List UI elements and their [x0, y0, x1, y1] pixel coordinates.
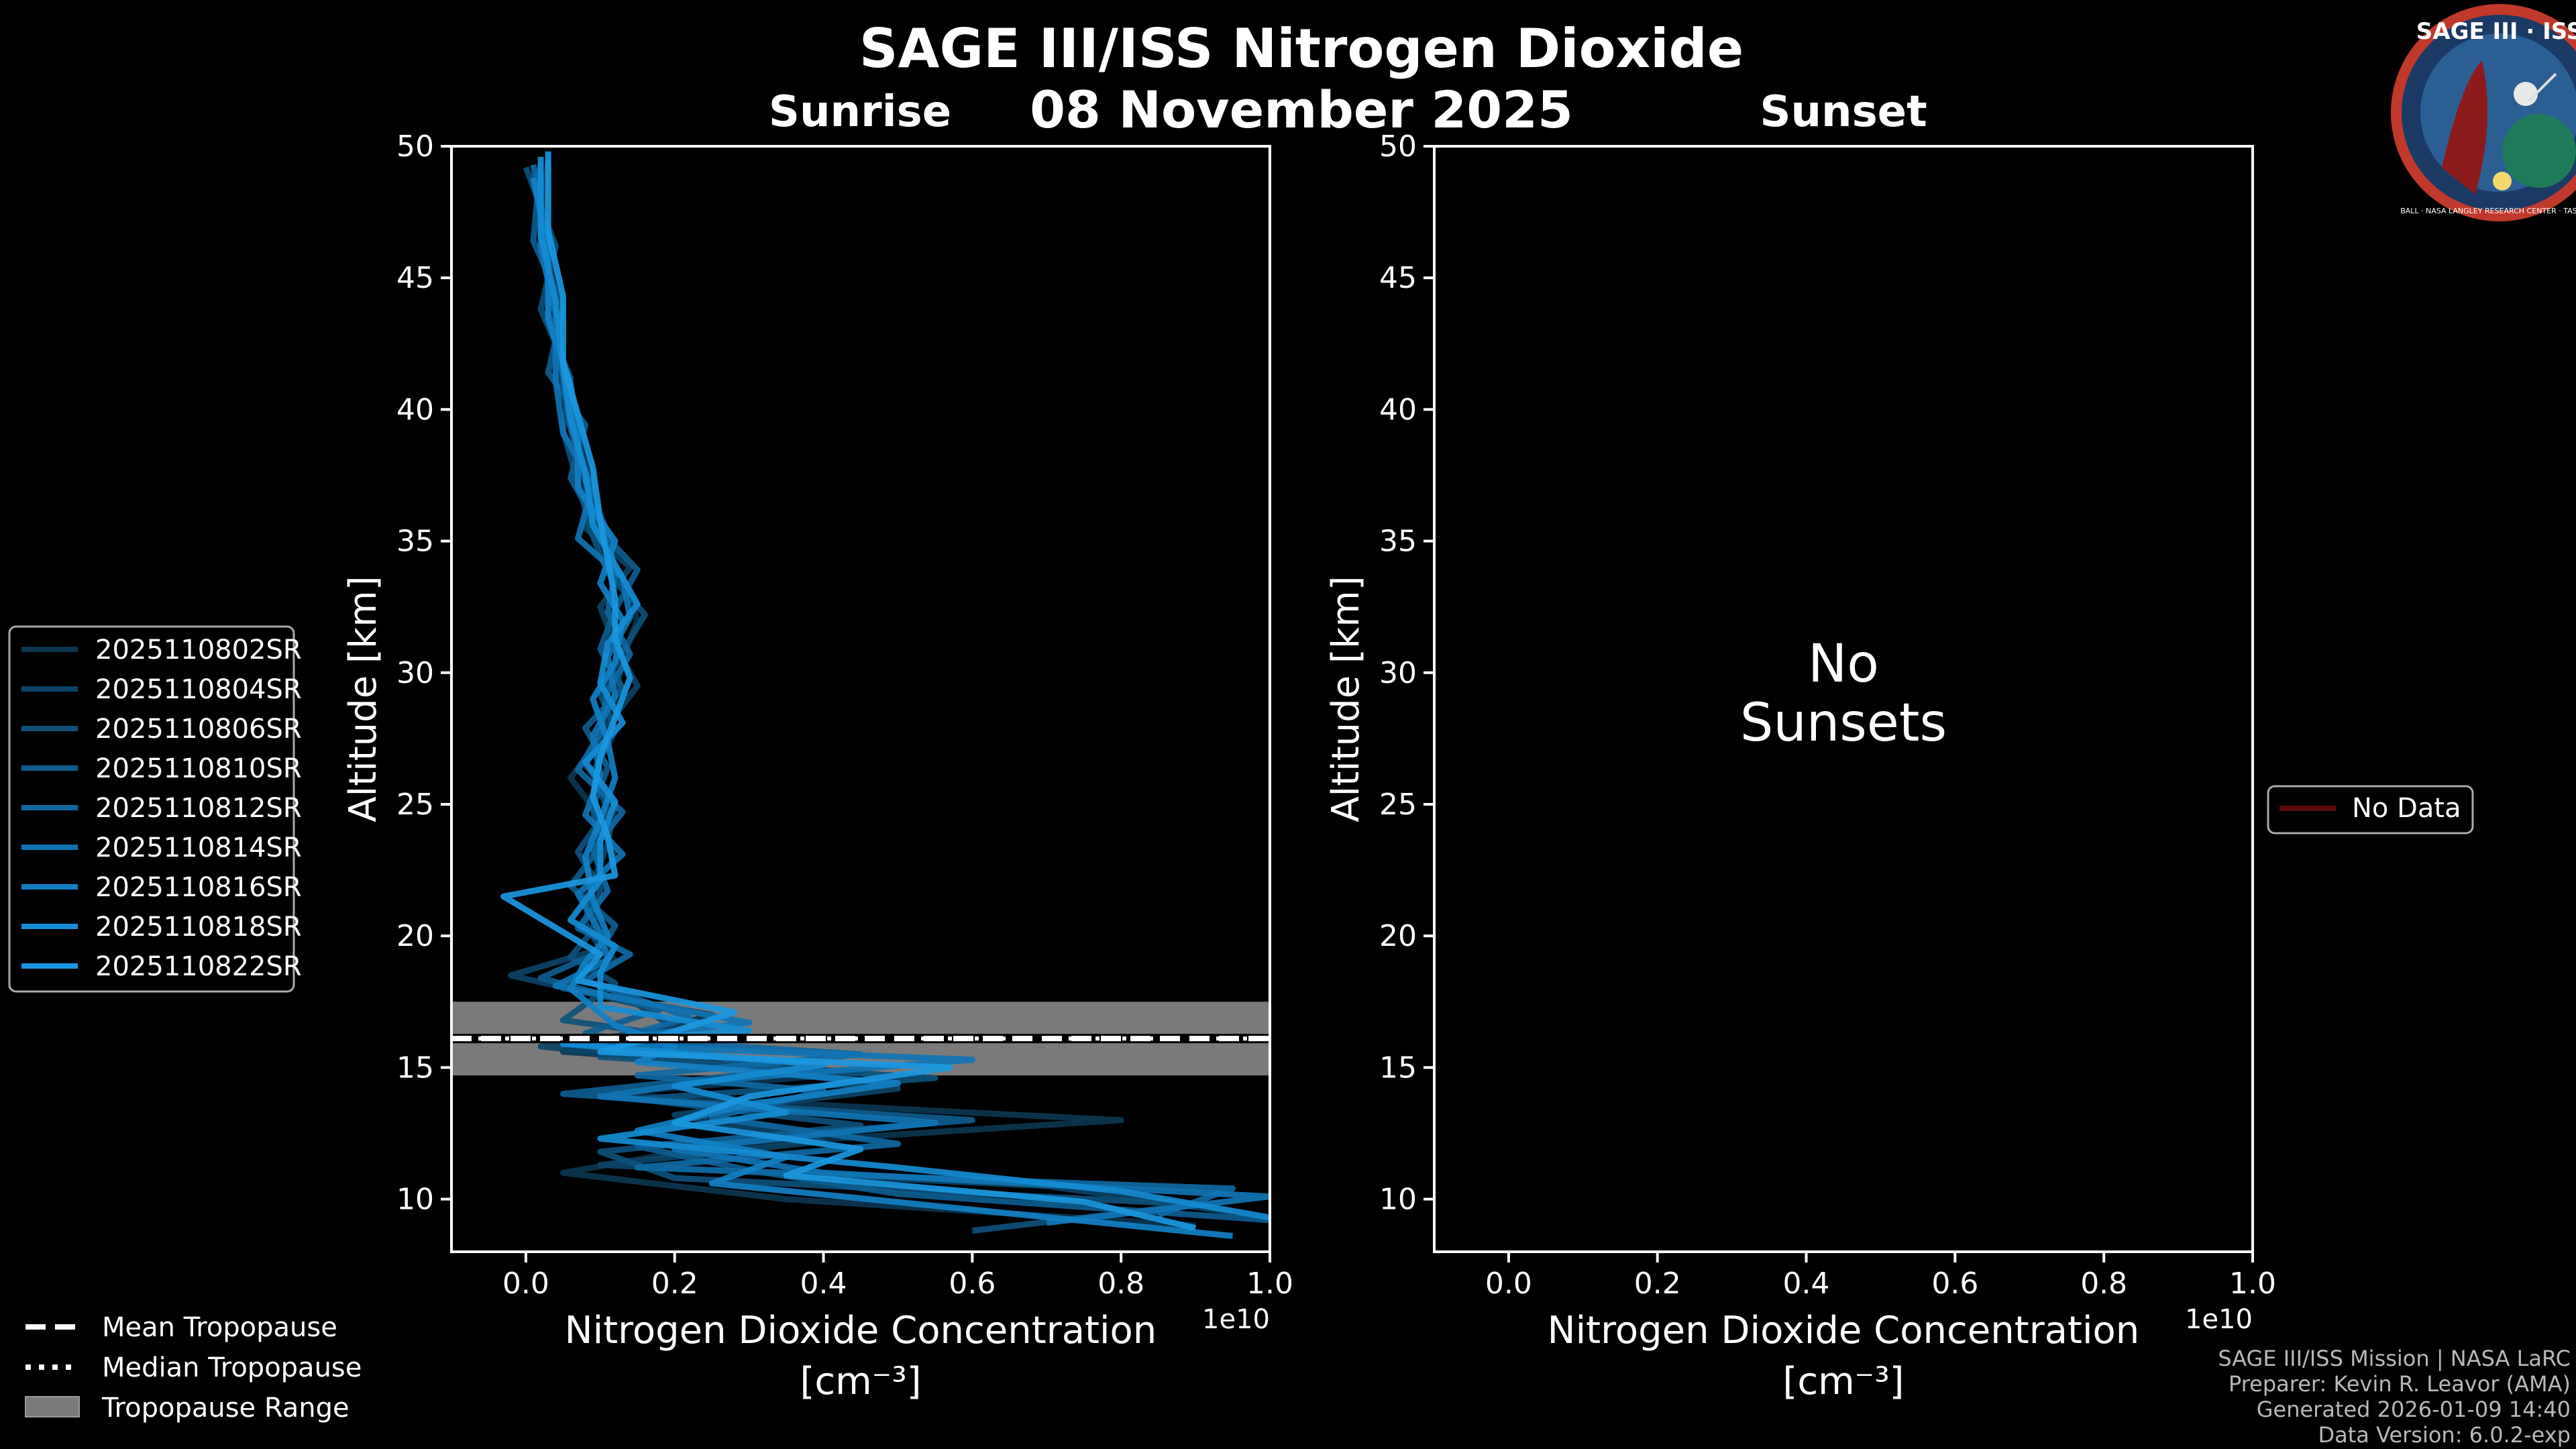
sunset-y-tick-label: 25 [1379, 788, 1417, 822]
sunrise-panel: 0.0 0.2 0.4 0.6 0.8 1.0 10 15 20 25 30 35 40 45 50 Alt… [341, 129, 1293, 1403]
legend-label-2025110812SR: 2025110812SR [95, 793, 302, 824]
series-legend-frame [8, 625, 295, 993]
page-title: SAGE III/ISS Nitrogen Dioxide [859, 17, 1743, 80]
sunset-x-axis-label: Nitrogen Dioxide Concentration [1548, 1309, 2140, 1352]
sunrise-x-axis-unit: [cm⁻³] [800, 1360, 921, 1403]
sunrise-x-tick-label: 0.6 [949, 1267, 996, 1301]
sunrise-y-tick-label: 10 [396, 1183, 434, 1217]
tropopause-legend: Mean Tropopause Median Tropopause Tropop… [25, 1312, 362, 1424]
series-line-2025110818SR [537, 156, 1270, 1221]
sunset-x-scale-label: 1e10 [2185, 1304, 2253, 1335]
footer-line-1: SAGE III/ISS Mission | NASA LaRC [2218, 1346, 2571, 1371]
sage-logo: SAGE III · ISS BALL · NASA LANGLEY RESEA… [2391, 4, 2576, 221]
sunrise-axes-frame [450, 145, 1271, 1253]
legend-label-2025110822SR: 2025110822SR [95, 951, 302, 982]
median-tropopause-legend-label: Median Tropopause [102, 1352, 362, 1383]
sunset-y-tick-label: 30 [1379, 656, 1417, 690]
sunrise-series-layer [500, 151, 1270, 1239]
series-line-2025110816SR [530, 177, 1233, 1239]
sunrise-y-tick-label: 20 [396, 919, 434, 953]
sunrise-x-tick-label: 0.0 [502, 1267, 549, 1301]
legend-label-2025110804SR: 2025110804SR [95, 674, 302, 705]
sunset-axes-frame [1433, 145, 2254, 1253]
no-sunsets-line-1: No [1808, 634, 1879, 694]
sunrise-x-axis-label: Nitrogen Dioxide Concentration [565, 1309, 1157, 1352]
sunset-x-tick-label: 0.4 [1783, 1267, 1830, 1301]
sunset-y-tick-label: 15 [1379, 1051, 1417, 1085]
sunset-y-tick-label: 45 [1379, 261, 1417, 295]
legend-label-2025110806SR: 2025110806SR [95, 714, 302, 745]
legend-label-2025110818SR: 2025110818SR [95, 912, 302, 943]
sunrise-x-scale-label: 1e10 [1202, 1304, 1270, 1335]
series-line-2025110822SR [500, 151, 1197, 1232]
sunrise-y-axis-label: Altitude [km] [341, 576, 385, 822]
legend-label-2025110814SR: 2025110814SR [95, 833, 302, 863]
sunset-x-tick-label: 1.0 [2229, 1267, 2276, 1301]
sunset-x-tick-label: 0.8 [2080, 1267, 2127, 1301]
sunrise-y-tick-label: 50 [396, 129, 434, 164]
sunrise-x-tick-label: 0.4 [800, 1267, 847, 1301]
logo-text: SAGE III · ISS [2416, 18, 2576, 45]
legend-label-2025110816SR: 2025110816SR [95, 872, 302, 903]
sunset-y-tick-label: 35 [1379, 525, 1417, 559]
sunrise-y-tick-label: 30 [396, 656, 434, 690]
sunrise-y-tick-label: 40 [396, 392, 434, 427]
footer-line-3: Generated 2026-01-09 14:40 [2257, 1397, 2571, 1422]
sunset-x-tick-label: 0.6 [1931, 1267, 1978, 1301]
no-sunsets-line-2: Sunsets [1740, 693, 1947, 753]
legend-label-2025110810SR: 2025110810SR [95, 753, 302, 784]
sunrise-x-tick-label: 0.8 [1097, 1267, 1144, 1301]
sunset-y-tick-label: 40 [1379, 392, 1417, 427]
sunrise-ticks: 0.0 0.2 0.4 0.6 0.8 1.0 10 15 20 25 30 35 40 45 50 [396, 129, 1293, 1301]
legend-label-2025110802SR: 2025110802SR [95, 635, 302, 665]
sunset-y-axis-label: Altitude [km] [1324, 576, 1368, 822]
no-data-legend-label: No Data [2352, 793, 2461, 824]
mean-tropopause-legend-label: Mean Tropopause [102, 1312, 337, 1343]
sunset-y-tick-label: 20 [1379, 919, 1417, 953]
sunrise-y-tick-label: 35 [396, 525, 434, 559]
tropopause-range-legend-swatch [25, 1396, 80, 1417]
series-legend-items: 2025110802SR 2025110804SR 2025110806SR 2025… [21, 635, 302, 982]
footer-credits: SAGE III/ISS Mission | NASA LaRC Prepare… [2218, 1346, 2571, 1448]
sunrise-title: Sunrise [769, 87, 951, 137]
footer-line-4: Data Version: 6.0.2-exp [2318, 1422, 2571, 1448]
sunset-x-tick-label: 0.0 [1485, 1267, 1532, 1301]
sunset-title: Sunset [1760, 87, 1927, 137]
sunset-y-tick-label: 50 [1379, 129, 1417, 164]
series-legend: 2025110802SR 2025110804SR 2025110806SR 2025… [8, 625, 302, 993]
sunrise-x-tick-label: 0.2 [651, 1267, 698, 1301]
date-title: 08 November 2025 [1030, 80, 1573, 140]
sunset-x-tick-label: 0.2 [1634, 1267, 1681, 1301]
no-data-legend-frame [2267, 785, 2474, 835]
sunset-y-tick-label: 10 [1379, 1183, 1417, 1217]
sunrise-y-tick-label: 45 [396, 261, 434, 295]
sunset-x-axis-unit: [cm⁻³] [1782, 1360, 1904, 1403]
sunrise-y-tick-label: 25 [396, 788, 434, 822]
logo-ring-text: BALL · NASA LANGLEY RESEARCH CENTER · TA… [2400, 207, 2576, 215]
sunrise-y-tick-label: 15 [396, 1051, 434, 1085]
sunset-ticks: 0.0 0.2 0.4 0.6 0.8 1.0 10 15 20 25 30 35 40 45 50 [1379, 129, 2276, 1301]
sunrise-x-tick-label: 1.0 [1246, 1267, 1293, 1301]
tropopause-range-legend-label: Tropopause Range [101, 1393, 350, 1424]
footer-line-2: Preparer: Kevin R. Leavor (AMA) [2229, 1371, 2571, 1397]
no-data-legend: No Data [2267, 785, 2474, 835]
